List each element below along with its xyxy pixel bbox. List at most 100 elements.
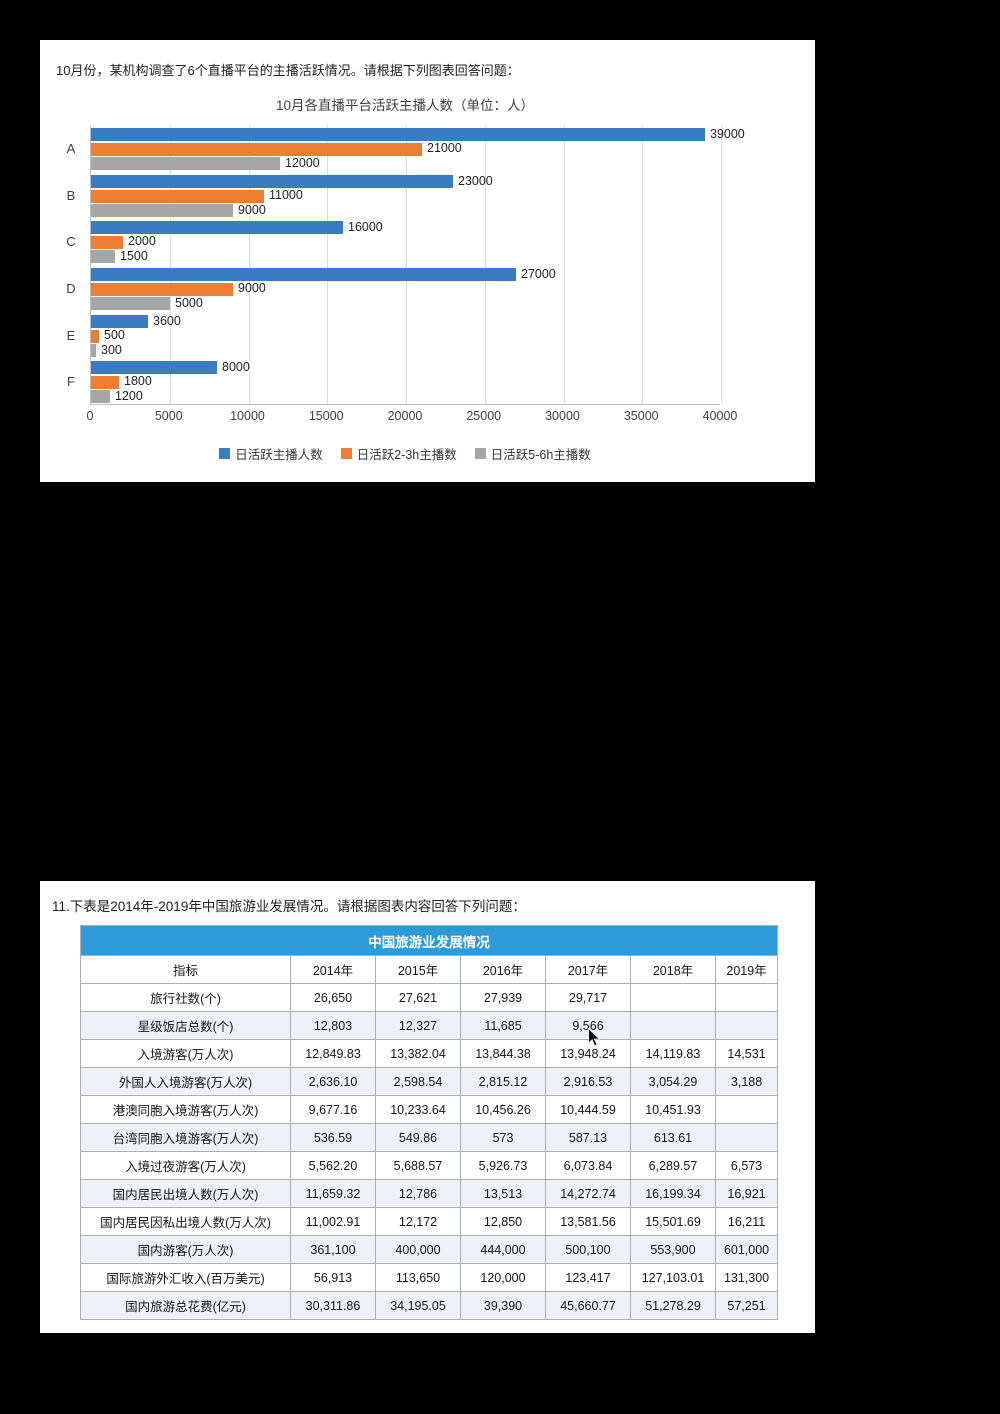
table-cell: 13,581.56 [545,1207,631,1236]
table-cell: 573 [460,1123,546,1152]
table-cell: 2,636.10 [290,1067,376,1096]
table-cell: 14,531 [714,1039,779,1068]
legend-item: 日活跃主播人数 [219,444,323,463]
question-10-text: 10月份，某机构调查了6个直播平台的主播活跃情况。请根据下列图表回答问题： [56,63,520,78]
column-header: 2015年 [375,955,461,984]
table-cell: 549.86 [375,1123,461,1152]
table-cell: 120,000 [460,1263,546,1292]
table-cell: 13,948.24 [545,1039,631,1068]
bar [91,375,119,389]
bar-value-label: 1800 [124,374,152,388]
table-cell: 入境过夜游客(万人次) [80,1151,291,1180]
table-cell: 10,233.64 [375,1095,461,1124]
gridline [484,125,486,404]
table-cell: 港澳同胞入境游客(万人次) [80,1095,291,1124]
table-cell: 45,660.77 [545,1291,631,1320]
table-cell: 国内居民因私出境人数(万人次) [80,1207,291,1236]
table-cell: 10,456.26 [460,1095,546,1124]
mouse-cursor-icon [588,1028,601,1047]
category-label: B [66,188,76,203]
table-cell: 444,000 [460,1235,546,1264]
table-row: 国内旅游总花费(亿元) 30,311.86 34,195.05 39,390 45,66… [80,1291,779,1320]
table-cell [714,1123,779,1152]
bar [91,204,233,217]
gridline [169,125,171,404]
x-tick-label: 20000 [387,409,423,423]
column-header: 2017年 [545,955,631,984]
x-axis-tick-labels: 0 5000 10000 15000 20000 25000 30000 35000 40000 [87,409,738,425]
table-cell: 台湾同胞入境游客(万人次) [80,1123,291,1152]
x-tick-label: 35000 [623,409,659,423]
bar-value-label: 300 [101,342,122,357]
chart-title: 10月各直播平台活跃主播人数（单位：人） [275,98,534,113]
table-cell: 国内游客(万人次) [80,1235,291,1264]
table-cell: 11,659.32 [290,1179,376,1208]
table-cell: 6,073.84 [545,1151,631,1180]
bar-value-label: 21000 [427,141,462,155]
column-header: 指标 [80,955,291,984]
table-cell: 56,913 [290,1263,376,1292]
bar [91,189,264,203]
table-cell: 361,100 [290,1235,376,1264]
table-cell: 39,390 [460,1291,546,1320]
table-row: 外国人入境游客(万人次) 2,636.10 2,598.54 2,815.12 2,91… [80,1067,779,1096]
question-11-text: 11.下表是2014年-2019年中国旅游业发展情况。请根据图表内容回答下列问题… [52,899,526,914]
category-label: C [66,234,76,249]
table-cell [714,983,779,1012]
table-cell: 3,054.29 [630,1067,716,1096]
table-cell: 127,103.01 [630,1263,716,1292]
table-cell: 587.13 [545,1123,631,1152]
table-cell: 外国人入境游客(万人次) [80,1067,291,1096]
bar [91,157,280,170]
bar [91,282,233,296]
bar [91,221,343,234]
table-cell: 11,685 [460,1011,546,1040]
table-cell: 131,300 [714,1263,779,1292]
category-label: F [67,374,75,389]
table-cell: 34,195.05 [375,1291,461,1320]
table-cell: 11,002.91 [290,1207,376,1236]
table-row: 国内游客(万人次) 361,100 400,000 444,000 500,100 553… [80,1235,779,1264]
bar [91,315,148,328]
table-cell: 16,199.34 [630,1179,716,1208]
table-cell: 9,566 [545,1011,631,1040]
table-cell: 113,650 [375,1263,461,1292]
table-cell: 14,119.83 [630,1039,716,1068]
table-cell: 12,803 [290,1011,376,1040]
gridline [248,125,250,404]
bar-value-label: 27000 [521,266,556,281]
table-cell: 星级饭店总数(个) [80,1011,291,1040]
table-cell: 12,786 [375,1179,461,1208]
table-cell: 入境游客(万人次) [80,1039,291,1068]
gridline [327,125,329,404]
table-cell: 9,677.16 [290,1095,376,1124]
bar [91,128,705,141]
table-row: 国内居民因私出境人数(万人次) 11,002.91 12,172 12,850 13,5… [80,1207,779,1236]
legend-swatch-icon [219,448,231,459]
plot-area: A 39000 21000 12000 B 23000 11000 9000 C 16000 200… [66,125,745,405]
bar-value-label: 1500 [120,248,148,263]
bar [91,329,99,343]
table-cell: 30,311.86 [290,1291,376,1320]
table-cell: 57,251 [714,1291,779,1320]
bar-value-label: 12000 [285,155,320,170]
table-body: 旅行社数(个) 26,650 27,621 27,939 29,717 星级饭店总数(个)… [80,983,779,1320]
bar-value-label: 11000 [269,188,303,202]
legend-label: 日活跃主播人数 [235,448,323,462]
legend-swatch-icon [340,448,352,459]
x-tick-label: 5000 [154,409,183,423]
table-cell: 2,916.53 [545,1067,631,1096]
column-header: 2014年 [290,955,376,984]
table-row: 台湾同胞入境游客(万人次) 536.59 549.86 573 587.13 613.61 [80,1123,779,1152]
table-cell: 2,598.54 [375,1067,461,1096]
bar [91,142,422,156]
table-cell: 27,939 [460,983,546,1012]
column-header: 2016年 [460,955,546,984]
bar [91,297,170,310]
table-cell: 13,382.04 [375,1039,461,1068]
table-cell: 553,900 [630,1235,716,1264]
table-cell: 5,688.57 [375,1151,461,1180]
table-row: 旅行社数(个) 26,650 27,621 27,939 29,717 [80,983,779,1012]
table-cell: 500,100 [545,1235,631,1264]
table-cell: 3,188 [714,1067,779,1096]
